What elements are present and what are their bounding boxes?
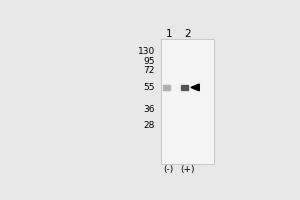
Text: 72: 72 — [143, 66, 155, 75]
Text: 36: 36 — [143, 105, 155, 114]
Bar — [181, 85, 188, 90]
Text: 28: 28 — [143, 121, 155, 130]
Polygon shape — [191, 84, 199, 91]
Text: (-): (-) — [164, 165, 174, 174]
Text: 55: 55 — [143, 83, 155, 92]
Text: (+): (+) — [180, 165, 195, 174]
Text: 95: 95 — [143, 57, 155, 66]
Text: 130: 130 — [138, 47, 155, 56]
Bar — [161, 39, 214, 164]
Text: 1: 1 — [166, 29, 172, 39]
Text: 2: 2 — [184, 29, 191, 39]
Bar — [163, 85, 170, 90]
